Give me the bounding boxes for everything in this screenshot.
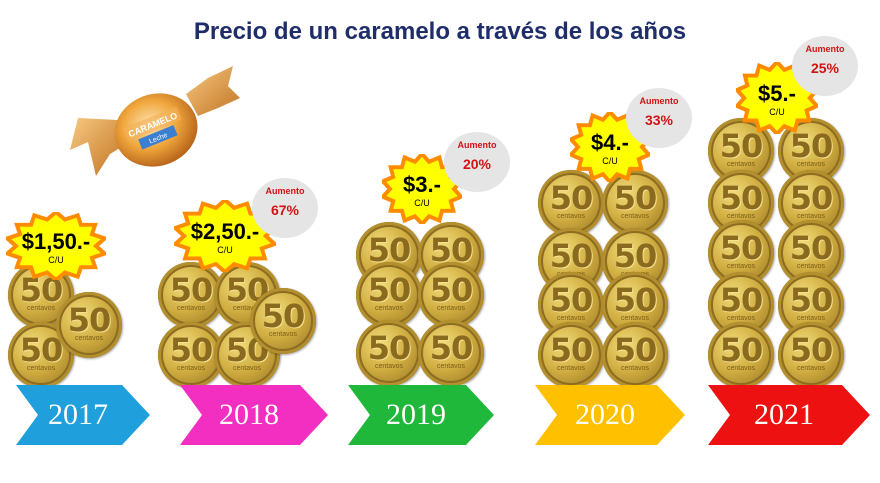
unit-label: C/U — [48, 255, 64, 265]
increase-label: Aumento — [457, 140, 497, 150]
increase-percent: 25% — [810, 60, 840, 76]
coin-2019 — [356, 320, 422, 386]
coin-2018 — [158, 262, 224, 328]
year-label: 2019 — [386, 398, 446, 431]
coin-2019 — [418, 262, 484, 328]
unit-label: C/U — [414, 198, 430, 208]
year-arrow-2021: 2021 — [708, 385, 870, 445]
unit-label: C/U — [217, 245, 233, 255]
price-label: $5.- — [758, 81, 796, 106]
price-label: $4.- — [591, 130, 629, 155]
price-label: $1,50.- — [21, 229, 91, 254]
coin-2021 — [708, 322, 774, 388]
coin-2018 — [214, 322, 280, 388]
coin-2021 — [778, 322, 844, 388]
coin-2021 — [708, 220, 774, 286]
year-arrow-2017: 2017 — [16, 385, 150, 445]
coin-2018 — [158, 322, 224, 388]
increase-label: Aumento — [805, 44, 845, 54]
increase-bubble-2021: Aumento 25% — [792, 36, 858, 96]
price-burst-2017: $1,50.- C/U — [6, 212, 106, 280]
increase-percent: 67% — [270, 202, 300, 218]
increase-percent: 20% — [462, 156, 492, 172]
year-label: 2017 — [48, 398, 108, 431]
year-arrow-2020: 2020 — [535, 385, 685, 445]
increase-label: Aumento — [639, 96, 679, 106]
price-label: $3.- — [403, 172, 441, 197]
increase-bubble-2020: Aumento 33% — [626, 88, 692, 148]
price-burst-2019: $3.- C/U — [382, 154, 462, 224]
year-label: 2020 — [575, 398, 635, 431]
page-title: Precio de un caramelo a través de los añ… — [193, 18, 687, 45]
unit-label: C/U — [769, 107, 785, 117]
increase-bubble-2019: Aumento 20% — [444, 132, 510, 192]
year-arrow-2019: 2019 — [348, 385, 494, 445]
year-arrow-2018: 2018 — [180, 385, 328, 445]
increase-percent: 33% — [644, 112, 674, 128]
increase-label: Aumento — [265, 186, 305, 196]
increase-bubble-2018: Aumento 67% — [252, 178, 318, 238]
coin-2021 — [778, 272, 844, 338]
year-label: 2021 — [754, 398, 814, 431]
coin-2019 — [418, 320, 484, 386]
price-label: $2,50.- — [190, 219, 260, 244]
coin-2019 — [356, 262, 422, 328]
unit-label: C/U — [602, 156, 618, 166]
coin-2020 — [538, 322, 604, 388]
candy-image: CARAMELO Leche — [68, 58, 243, 178]
year-label: 2018 — [219, 398, 279, 431]
coin-2018 — [250, 288, 316, 354]
coin-2020 — [538, 170, 604, 236]
coin-2021 — [778, 220, 844, 286]
coin-2020 — [602, 322, 668, 388]
coin-2020 — [602, 272, 668, 338]
coin-2017 — [56, 292, 122, 358]
